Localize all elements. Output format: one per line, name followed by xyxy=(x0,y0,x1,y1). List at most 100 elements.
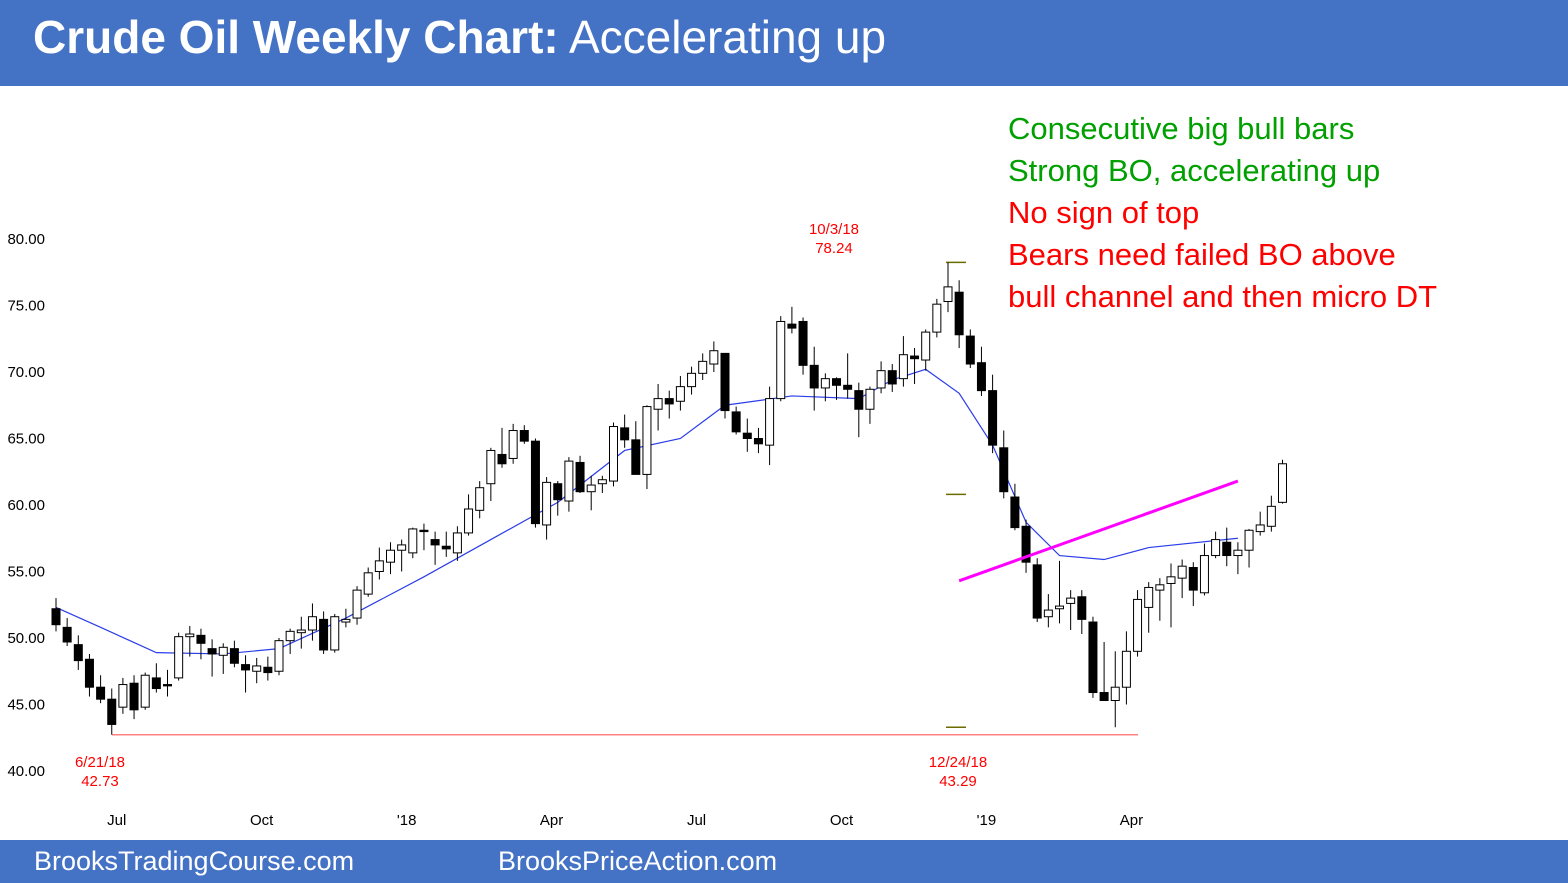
bull-candle xyxy=(464,508,474,534)
bear-candle xyxy=(1021,525,1031,563)
x-tick-label: Apr xyxy=(540,812,563,829)
bear-candle xyxy=(1099,692,1109,702)
bear-candle xyxy=(1222,541,1232,557)
bull-candle xyxy=(185,633,195,638)
x-tick-label: '19 xyxy=(977,812,997,829)
bear-candle xyxy=(976,362,986,392)
bull-candle xyxy=(586,484,596,493)
bull-candle xyxy=(609,426,618,482)
x-tick-label: Jul xyxy=(687,812,706,829)
bull-candle xyxy=(932,303,942,333)
brooks-trading-course-link[interactable]: BrooksTradingCourse.com xyxy=(34,846,355,876)
bear-candle xyxy=(62,626,72,643)
bull-candle xyxy=(274,640,284,672)
bull-candle xyxy=(675,386,685,402)
bear-candle xyxy=(241,664,251,671)
bear-candle xyxy=(51,608,61,626)
y-tick-label: 80.00 xyxy=(7,231,45,248)
y-tick-label: 60.00 xyxy=(7,497,45,514)
chart-title-rest: Accelerating up xyxy=(568,11,887,63)
y-tick-label: 50.00 xyxy=(7,630,45,647)
bull-candle xyxy=(776,320,786,400)
bull-candle xyxy=(542,481,552,526)
bear-candle xyxy=(798,320,808,366)
high-value-label: 78.24 xyxy=(815,240,853,257)
x-tick-label: Oct xyxy=(250,812,274,829)
bear-candle xyxy=(553,483,563,501)
low2-date-label: 12/24/18 xyxy=(929,754,987,771)
bear-candle xyxy=(73,644,83,662)
bear-candle xyxy=(575,461,585,493)
bear-candle xyxy=(787,323,797,329)
bull-candle xyxy=(1278,463,1287,503)
bull-candle xyxy=(1244,529,1254,551)
bull-candle xyxy=(1211,539,1221,557)
bear-candle xyxy=(720,352,730,412)
bull-candle xyxy=(1066,597,1076,604)
bear-candle xyxy=(988,390,998,446)
bear-candle xyxy=(1188,567,1198,591)
bear-candle xyxy=(1088,621,1098,694)
bull-candle xyxy=(140,674,150,708)
bear-candle xyxy=(129,682,139,711)
x-tick-label: '18 xyxy=(397,812,417,829)
bear-candle xyxy=(731,411,741,433)
bull-candle xyxy=(341,618,351,623)
bear-candle xyxy=(1032,564,1042,619)
bear-candle xyxy=(809,364,819,389)
bull-candle xyxy=(508,430,518,459)
bear-candle xyxy=(954,291,964,336)
bull-candle xyxy=(1255,524,1265,533)
bear-candle xyxy=(631,439,641,475)
bull-candle xyxy=(642,406,652,475)
trend-line xyxy=(958,479,1239,583)
bear-candle xyxy=(887,370,897,385)
bull-candle xyxy=(285,630,295,642)
commentary-line: bull channel and then micro DT xyxy=(1008,279,1438,314)
bull-candle xyxy=(307,616,317,631)
y-tick-label: 65.00 xyxy=(7,431,45,448)
bull-candle xyxy=(118,684,128,708)
bull-candle xyxy=(363,572,373,595)
bear-candle xyxy=(207,648,217,655)
bear-candle xyxy=(519,430,529,442)
commentary-line: Consecutive big bull bars xyxy=(1008,111,1355,146)
bull-candle xyxy=(1199,555,1209,594)
y-tick-label: 75.00 xyxy=(7,298,45,315)
bull-candle xyxy=(898,354,908,380)
high-date-label: 10/3/18 xyxy=(809,221,859,238)
bull-candle xyxy=(397,544,407,551)
bull-candle xyxy=(820,378,830,389)
commentary-line: Bears need failed BO above xyxy=(1008,237,1396,272)
bull-candle xyxy=(486,449,496,485)
bull-candle xyxy=(564,460,574,502)
x-tick-label: Jul xyxy=(107,812,126,829)
bull-candle xyxy=(1177,565,1187,579)
bull-candle xyxy=(687,372,697,388)
bull-candle xyxy=(1155,584,1165,591)
footer-bar: BrooksTradingCourse.com BrooksPriceActio… xyxy=(0,840,1568,883)
candlestick-chart: 80.00 75.00 70.00 65.00 60.00 55.00 50.00 45.00… xyxy=(7,221,1287,829)
x-tick-label: Oct xyxy=(830,812,854,829)
bull-candle xyxy=(698,360,708,374)
bear-candle xyxy=(163,684,172,687)
bull-candle xyxy=(709,350,719,365)
bull-candle xyxy=(374,560,384,572)
y-tick-label: 40.00 xyxy=(7,763,45,780)
brooks-price-action-link[interactable]: BrooksPriceAction.com xyxy=(498,846,778,876)
bear-candle xyxy=(910,355,920,360)
bear-candle xyxy=(965,335,975,365)
bull-candle xyxy=(1043,609,1053,618)
bull-candle xyxy=(408,528,418,554)
x-tick-label: Apr xyxy=(1120,812,1143,829)
bear-candle xyxy=(229,648,239,664)
bull-candle xyxy=(1266,505,1276,527)
low-value-label: 42.73 xyxy=(81,773,119,790)
low2-value-label: 43.29 xyxy=(939,773,977,790)
bull-candle xyxy=(1233,549,1243,557)
bear-candle xyxy=(530,440,540,525)
bull-candle xyxy=(1166,576,1176,584)
bear-candle xyxy=(832,378,841,386)
bull-candle xyxy=(252,665,262,672)
bull-candle xyxy=(1144,586,1154,608)
